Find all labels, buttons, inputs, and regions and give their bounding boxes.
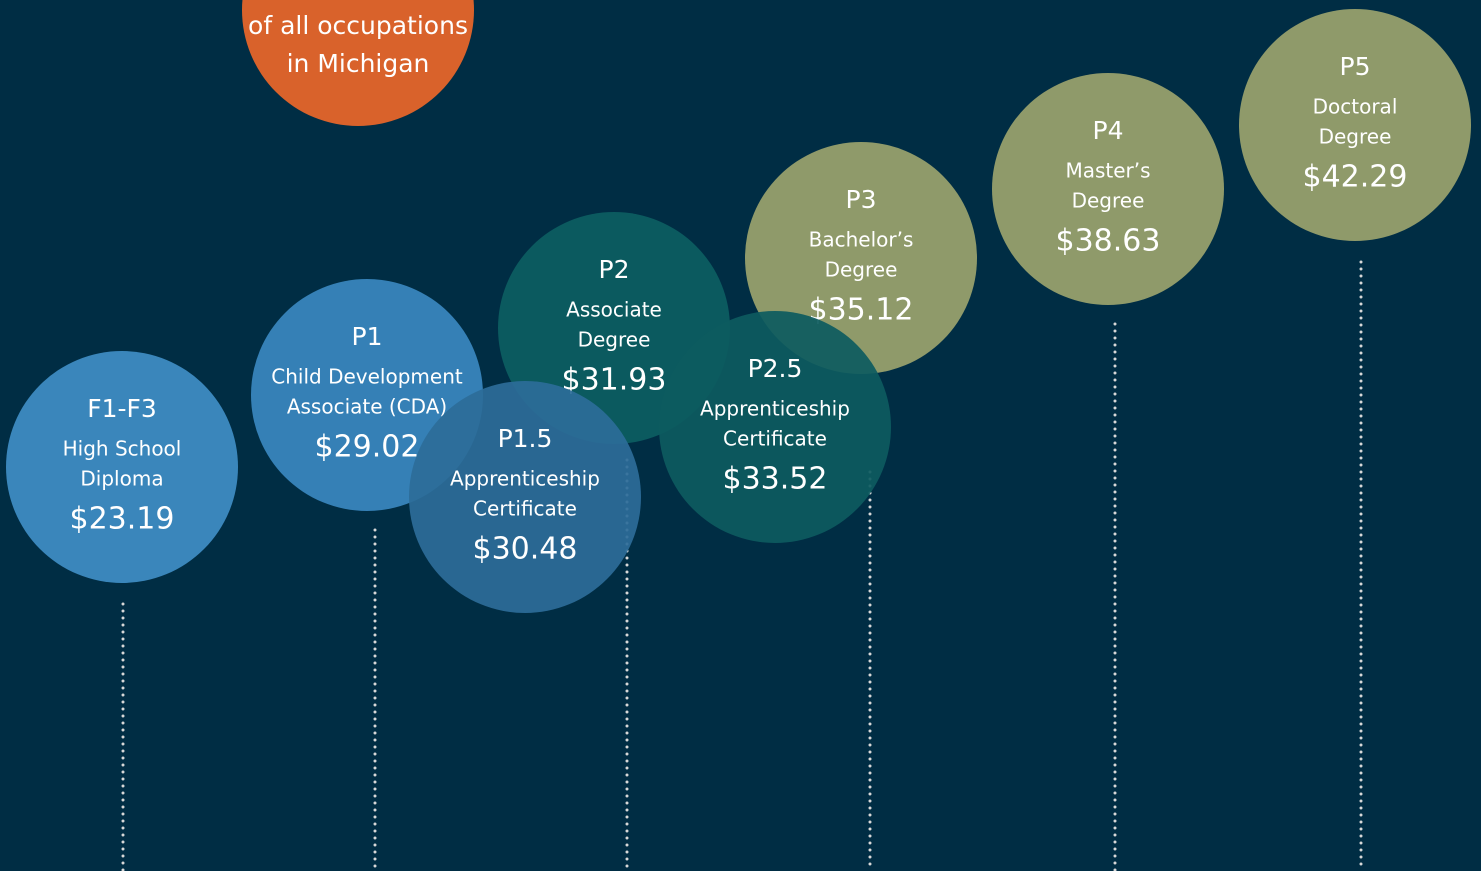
- credential-label: Degree: [1319, 125, 1392, 149]
- wage-label: $30.48: [473, 532, 578, 567]
- credential-label: Diploma: [80, 467, 163, 491]
- wage-label: $31.93: [562, 363, 667, 398]
- wage-label: $42.29: [1303, 160, 1408, 195]
- credential-label: Child Development: [271, 365, 463, 389]
- credential-label: Certificate: [473, 497, 577, 521]
- level-label: P5: [1340, 52, 1371, 81]
- credential-label: Associate: [566, 298, 662, 322]
- level-label: P3: [846, 185, 877, 214]
- credential-label: Degree: [578, 328, 651, 352]
- level-label: F1-F3: [87, 394, 157, 423]
- wage-label: $35.12: [809, 293, 914, 328]
- wage-label: $38.63: [1056, 224, 1161, 259]
- credential-label: Associate (CDA): [287, 395, 447, 419]
- wage-label: $29.02: [315, 430, 420, 465]
- credential-label: Certificate: [723, 427, 827, 451]
- level-label: P1: [352, 322, 383, 351]
- level-circle: [409, 381, 641, 613]
- highlight-circle: [242, 0, 474, 126]
- level-label: P4: [1093, 116, 1124, 145]
- level-circle: [659, 311, 891, 543]
- credential-label: Doctoral: [1313, 95, 1398, 119]
- credential-label: Degree: [825, 258, 898, 282]
- credential-label: Bachelor’s: [809, 228, 914, 252]
- note-line: of all occupations: [248, 11, 468, 40]
- credential-label: Apprenticeship: [700, 397, 850, 421]
- credential-label: High School: [63, 437, 182, 461]
- wage-label: $33.52: [723, 462, 828, 497]
- note-line: in Michigan: [287, 49, 430, 78]
- credential-label: Apprenticeship: [450, 467, 600, 491]
- credential-label: Master’s: [1065, 159, 1150, 183]
- level-circle: [992, 73, 1224, 305]
- level-label: P2.5: [748, 354, 803, 383]
- level-circle: [6, 351, 238, 583]
- credential-label: Degree: [1072, 189, 1145, 213]
- level-label: P1.5: [498, 424, 553, 453]
- level-label: P2: [599, 255, 630, 284]
- wage-label: $23.19: [70, 502, 175, 537]
- level-circle: [1239, 9, 1471, 241]
